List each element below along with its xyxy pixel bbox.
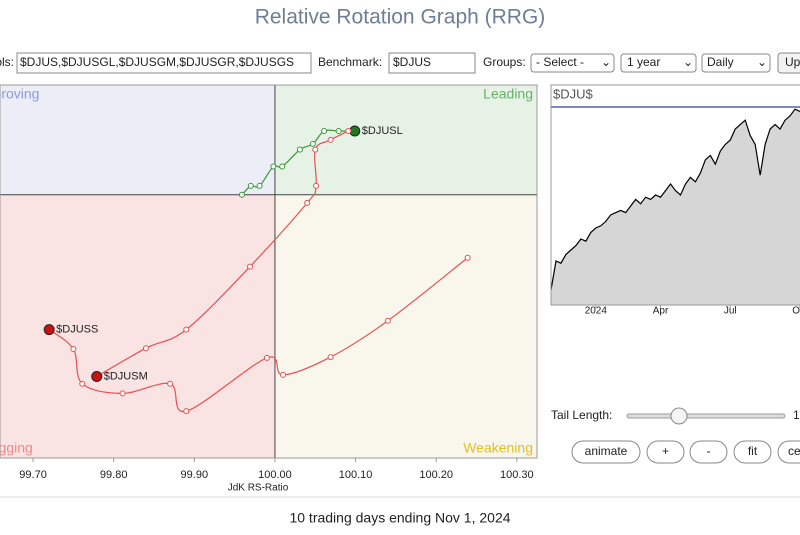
groups-label: Groups: [483, 55, 526, 69]
tail-line [96, 130, 349, 377]
tail-point [246, 263, 253, 270]
series-label: $DJUSL [362, 125, 403, 137]
tail-point [345, 128, 352, 135]
control-button[interactable] [646, 440, 685, 464]
x-tick-label: 100.00 [258, 469, 292, 481]
tail-point [280, 371, 287, 378]
tail-line [241, 129, 355, 196]
tail-point [183, 408, 190, 415]
quadrant-lagging [0, 194, 275, 458]
tail-point [296, 146, 303, 153]
button-label: - [707, 444, 711, 458]
caption: 10 trading days ending Nov 1, 2024 [289, 510, 510, 526]
price-frame [550, 84, 800, 306]
tail-point [167, 380, 174, 387]
chevron: ⌄ [757, 55, 767, 69]
tail-point [247, 182, 254, 189]
tail-point [256, 182, 263, 189]
button-label: + [662, 444, 669, 458]
symbols-label: Symbols: [0, 55, 14, 69]
rrg-plot: Improving Leading Lagging Weakening $DJUSL $D… [0, 85, 537, 458]
quadrant-label: Improving [0, 86, 39, 102]
x-tick-label: 99.70 [19, 469, 47, 481]
x-tick-label: Jul [724, 306, 737, 317]
x-tick-label: 100.30 [500, 469, 534, 481]
control-button[interactable] [571, 440, 641, 464]
x-tick-label: 2024 [585, 306, 608, 317]
plot-frame [0, 84, 538, 459]
tail-label: Tail Length: [551, 408, 612, 422]
price-title: $DJU$ [553, 86, 594, 101]
series-label: $DJUSS [56, 324, 98, 336]
chevron: ⌄ [601, 55, 611, 69]
tail-point [309, 140, 316, 147]
tail-value: 10 [793, 408, 800, 422]
tail-point [270, 163, 277, 170]
x-axis-label: JdK RS-Ratio [228, 483, 289, 494]
chevron: ⌄ [683, 55, 693, 69]
button-label: center [788, 444, 800, 458]
tail-point [142, 345, 149, 352]
update-button[interactable] [777, 52, 800, 74]
benchmark-label: Benchmark: [318, 55, 382, 69]
benchmark-value: $DJUS [393, 55, 431, 69]
page-title: Relative Rotation Graph (RRG) [255, 6, 546, 29]
symbols-value: $DJUS,$DJUSGL,$DJUSGM,$DJUSGR,$DJUSGS [20, 55, 294, 69]
frequency-select[interactable] [701, 53, 771, 73]
tail-point [384, 317, 391, 324]
groups-value: - Select - [536, 55, 584, 69]
price-chart: $DJU$ [551, 85, 800, 305]
control-button[interactable] [733, 440, 772, 464]
control-button[interactable] [777, 440, 800, 464]
tail-point [183, 326, 190, 333]
tail-head [43, 324, 55, 336]
button-label: fit [748, 444, 758, 458]
price-area [551, 109, 800, 305]
x-tick-label: Oct [792, 306, 800, 317]
tail-point [119, 390, 126, 397]
tail-point [263, 354, 270, 361]
period-value: 1 year [627, 55, 660, 69]
quadrant-label: Weakening [463, 440, 533, 456]
tail-point [327, 354, 334, 361]
x-tick-label: 100.20 [419, 469, 453, 481]
frequency-value: Daily [707, 55, 734, 69]
tail-point [335, 128, 342, 135]
quadrant-leading [274, 85, 537, 195]
tail-point [464, 254, 471, 261]
update-label: Update [785, 55, 800, 69]
tail-head [91, 370, 103, 382]
tail-point [79, 380, 86, 387]
quadrant-improving [0, 85, 275, 195]
symbols-input[interactable] [16, 52, 312, 74]
tail-point [312, 146, 319, 153]
tail-point [313, 182, 320, 189]
x-tick-label: 100.10 [339, 469, 373, 481]
quadrant-label: Lagging [0, 440, 33, 456]
tail-point [70, 346, 77, 353]
groups-select[interactable] [530, 53, 615, 73]
x-tick-label: 99.90 [181, 469, 209, 481]
price-line [551, 108, 800, 291]
period-select[interactable] [620, 53, 697, 73]
benchmark-input[interactable] [388, 52, 476, 74]
tail-point [321, 128, 328, 135]
quadrant-label: Leading [483, 86, 533, 102]
control-button[interactable] [689, 440, 728, 464]
tail-point [304, 199, 311, 206]
tail-slider[interactable] [626, 413, 786, 419]
tail-line [48, 257, 469, 412]
quadrant-weakening [274, 194, 537, 458]
slider-thumb[interactable] [670, 407, 688, 425]
tail-point [238, 191, 245, 198]
x-tick-label: Apr [653, 306, 669, 317]
x-tick-label: 99.80 [100, 469, 128, 481]
button-label: animate [585, 444, 628, 458]
tail-point [279, 163, 286, 170]
series-label: $DJUSM [104, 370, 148, 382]
tail-point [327, 136, 334, 143]
